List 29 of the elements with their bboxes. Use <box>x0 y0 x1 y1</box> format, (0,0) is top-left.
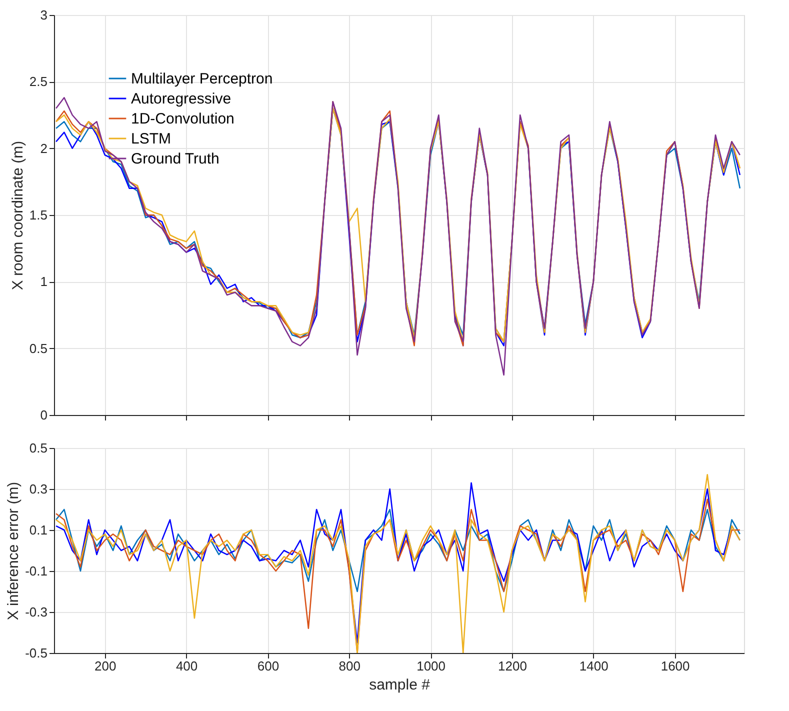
y-tick-label: 0.5 <box>29 340 48 356</box>
y-tick-label: 0.3 <box>29 482 48 496</box>
y-tick-label: 0.5 <box>29 440 48 456</box>
y-tick-label: 1.5 <box>29 208 48 222</box>
y-tick-label: 3 <box>40 8 48 22</box>
x-tick-label: 200 <box>94 658 116 674</box>
x-tick-label: 600 <box>257 658 280 674</box>
x-tick-label: 1600 <box>660 658 690 674</box>
y-tick-label: -0.1 <box>25 564 48 578</box>
legend-label: LSTM <box>131 130 172 148</box>
y-tick-label: 0.1 <box>29 522 48 538</box>
y-axis-title: X room coordinate (m) <box>9 140 26 290</box>
x-axis-title: sample # <box>369 676 431 694</box>
y-tick-label: 2.5 <box>29 74 48 90</box>
legend-label: 1D-Convolution <box>131 110 234 128</box>
x-tick-label: 800 <box>338 658 360 674</box>
y-tick-label: 0 <box>40 408 48 422</box>
legend-label: Ground Truth <box>131 150 220 168</box>
y-tick-label: 1 <box>40 274 48 290</box>
y-tick-label: 2 <box>40 140 48 156</box>
x-tick-label: 400 <box>176 658 198 674</box>
x-tick-label: 1000 <box>416 658 446 674</box>
y-axis-title: X inference error (m) <box>5 482 22 620</box>
y-tick-label: -0.5 <box>25 646 48 660</box>
x-tick-label: 1200 <box>498 658 527 674</box>
legend-label: Autoregressive <box>131 90 232 108</box>
x-tick-label: 1400 <box>579 658 608 674</box>
y-tick-label: -0.3 <box>25 604 48 620</box>
legend-label: Multilayer Perceptron <box>131 70 273 88</box>
